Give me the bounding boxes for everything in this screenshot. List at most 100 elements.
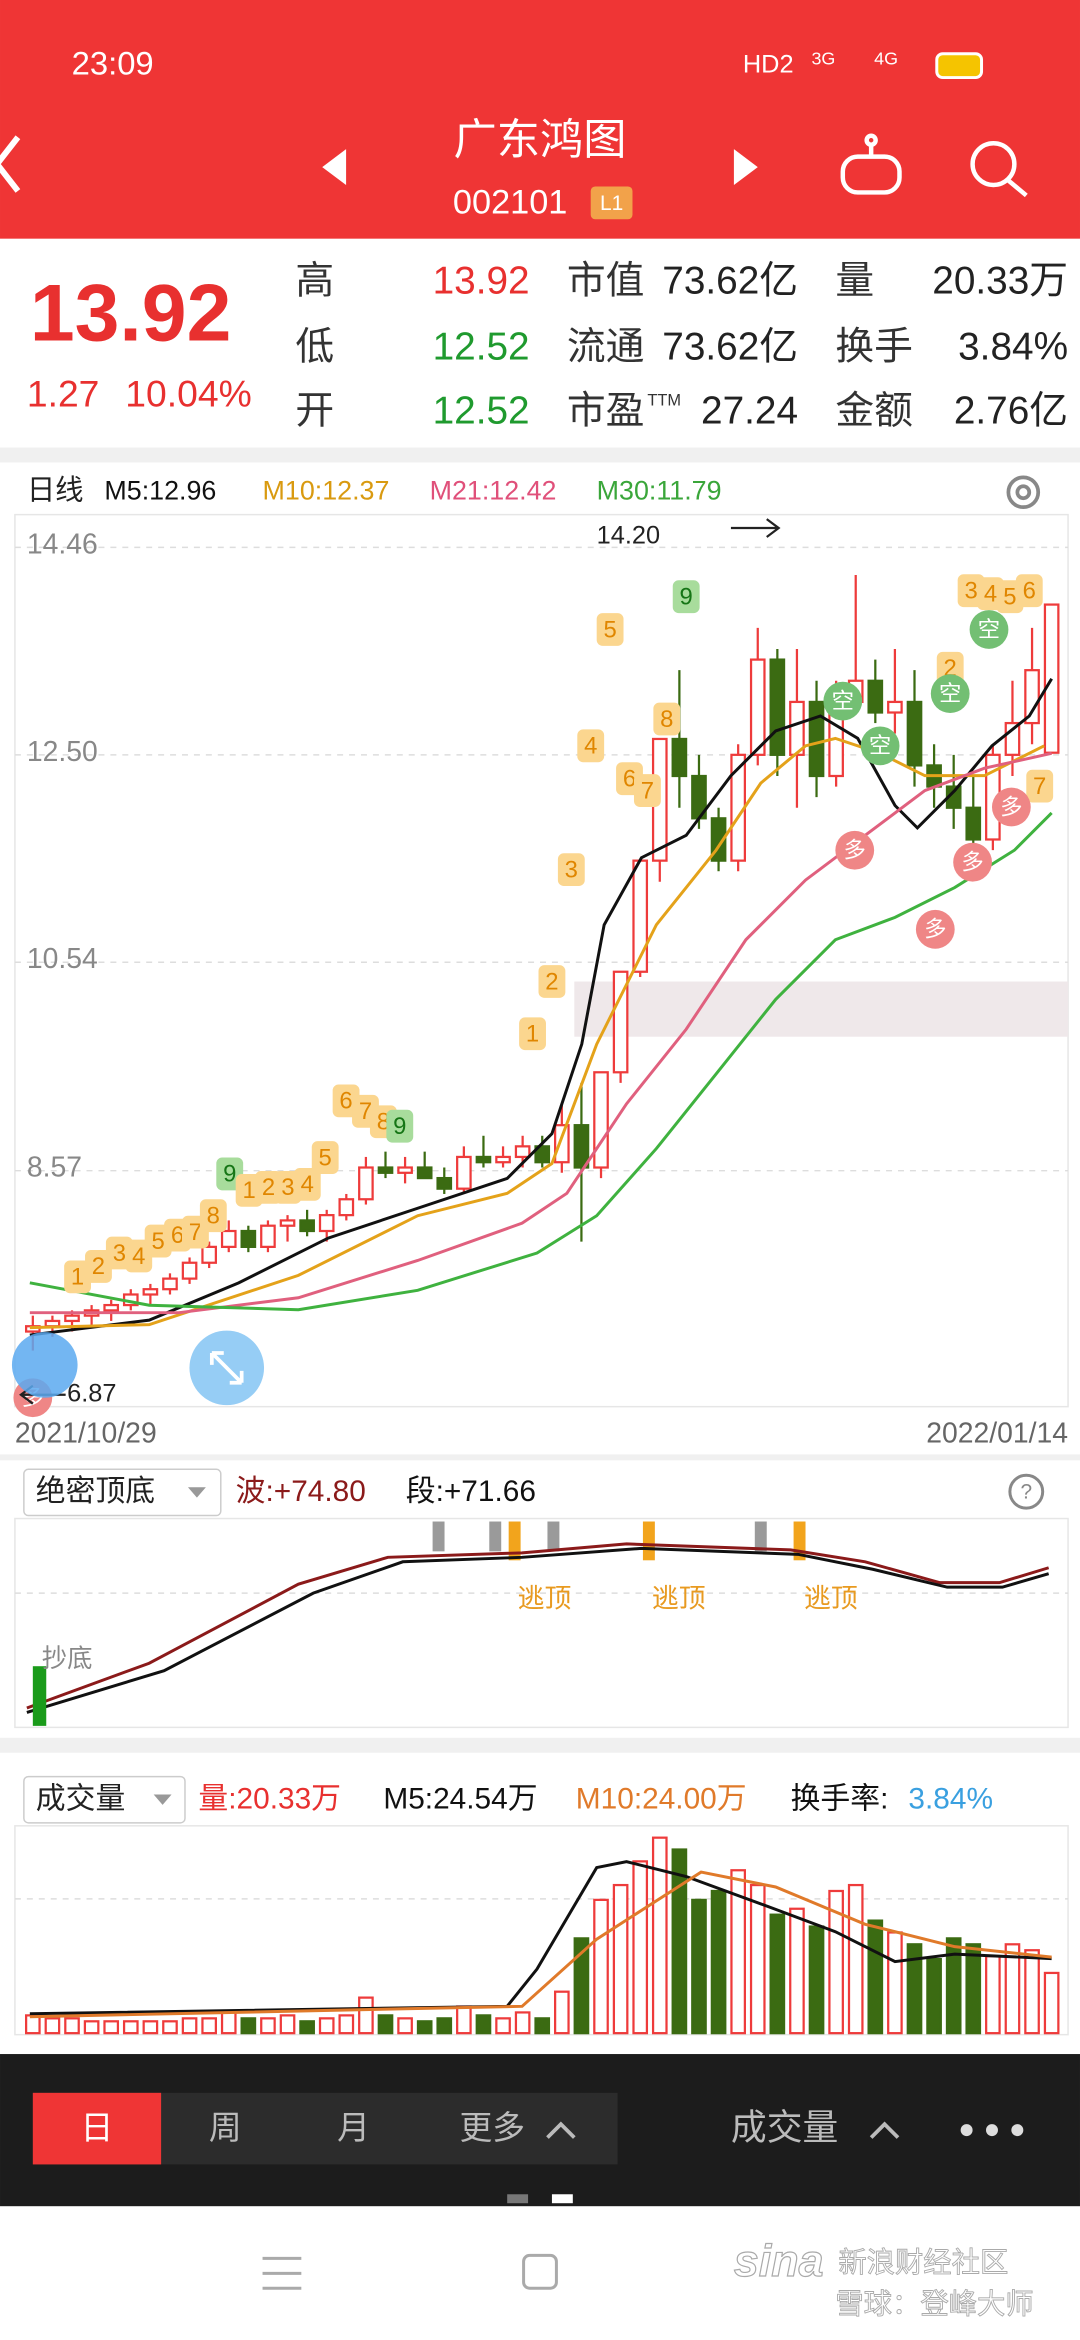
signal-label: 6 [623,765,636,792]
turnover-label: 换手率: [791,1782,889,1815]
signal-badge [969,610,1009,649]
volume-m5: M5:24.54万 [383,1782,537,1815]
nav-menu[interactable] [262,2256,302,2290]
volume-bar [220,2011,237,2035]
volume-bar [514,2011,531,2035]
search-icon[interactable] [970,140,1028,198]
candle-body [377,1166,394,1174]
volume-bar [985,1955,1001,2035]
volume-bar [495,2017,511,2035]
bottom-marker [32,1666,47,1726]
draw-button[interactable] [11,1332,78,1398]
y-tick-label: 8.57 [27,1152,82,1184]
ma5-line [29,677,1053,1337]
next-stock[interactable] [733,149,758,185]
candle-body [769,658,786,756]
start-date: 2021/10/29 [15,1417,157,1449]
signal-badge [835,830,875,870]
tab[interactable]: 更多 [459,2109,525,2146]
volume-bar [64,2017,80,2035]
price-percent: 10.04% [125,373,251,415]
stat-label: 换手 [835,325,913,368]
stat-value: 2.76亿 [954,389,1068,432]
candle-body [201,1245,217,1264]
stat-label: 高 [295,260,334,303]
volume-bar [279,2014,296,2035]
signal-label: 空 [939,681,961,706]
signal-label: 3 [565,856,578,883]
signal-label: 3 [113,1240,126,1267]
candle-body [475,1155,492,1164]
signal-badge [1026,769,1054,803]
signal-label: 空 [869,733,891,758]
signal-label: 5 [1003,583,1016,610]
robot-icon[interactable] [840,133,902,195]
candle-body [593,1071,609,1169]
indicator-tab[interactable]: 成交量 [731,2108,838,2148]
separator [0,1737,1080,1753]
volume-bar [122,2020,139,2035]
stat-label: 流通 [567,325,645,368]
status-time: 23:09 [72,44,154,81]
signal-badge [596,613,624,646]
tab[interactable]: 月 [337,2109,370,2146]
signal-badge [577,729,605,763]
candle-body [789,700,805,756]
candle-body [181,1261,198,1280]
help-icon[interactable]: ? [1008,1473,1045,1510]
signal-label: 多 [1000,794,1022,819]
volume-bar [553,1990,570,2035]
wave-value: 波:+74.80 [236,1475,366,1508]
volume-bar [887,1931,903,2035]
tab-selected [32,2092,162,2165]
signal-label: 2 [262,1174,275,1201]
signal-badge [953,842,992,882]
back-button[interactable] [0,135,21,193]
signal-badge [991,787,1031,827]
candle-body [749,658,766,756]
candle-body [553,1124,570,1164]
signal-label: 7 [359,1098,372,1125]
volume-bar [534,2017,551,2035]
level-badge: L1 [600,192,623,215]
stat-label: 开 [295,389,334,432]
y-tick-label: 10.54 [27,943,98,975]
signal-badge [85,1250,112,1283]
watermark-line: 新浪财经社区 [838,2247,1008,2279]
prev-stock[interactable] [322,149,347,185]
end-date: 2022/01/14 [926,1417,1068,1449]
candle-body [867,679,884,714]
volume-bar [808,1925,825,2035]
signal-label: 3 [281,1174,294,1201]
volume-bar [710,1889,727,2035]
volume-m10: M10:24.00万 [576,1782,747,1815]
signal-label: 2 [92,1253,105,1280]
signal-label: 7 [641,777,654,804]
signal-badge [860,726,900,766]
volume-select[interactable] [23,1775,186,1824]
nav-home[interactable] [522,2253,558,2290]
signal-label: 空 [832,688,854,713]
candle-body [456,1155,472,1190]
tab[interactable]: 周 [209,2109,242,2146]
settings-icon[interactable] [1006,475,1041,510]
volume-bar [318,2017,335,2035]
dropdown-arrow [153,1794,172,1805]
indicator-select[interactable] [23,1468,222,1517]
tab[interactable]: 日 [81,2109,114,2146]
volume-bar [162,2020,178,2035]
range-band [574,981,1069,1037]
candle-body [299,1219,315,1233]
volume-bar [691,1898,707,2035]
level-badge-bg [590,186,633,220]
volume-bar [181,2017,198,2035]
candle-body [495,1155,511,1164]
segment-value: 段:+71.66 [406,1475,536,1508]
high-label: 14.20 [597,522,660,550]
battery [935,52,984,80]
volume-bar [612,1883,629,2035]
more-button[interactable] [960,2124,1024,2137]
candle-body [397,1166,413,1174]
